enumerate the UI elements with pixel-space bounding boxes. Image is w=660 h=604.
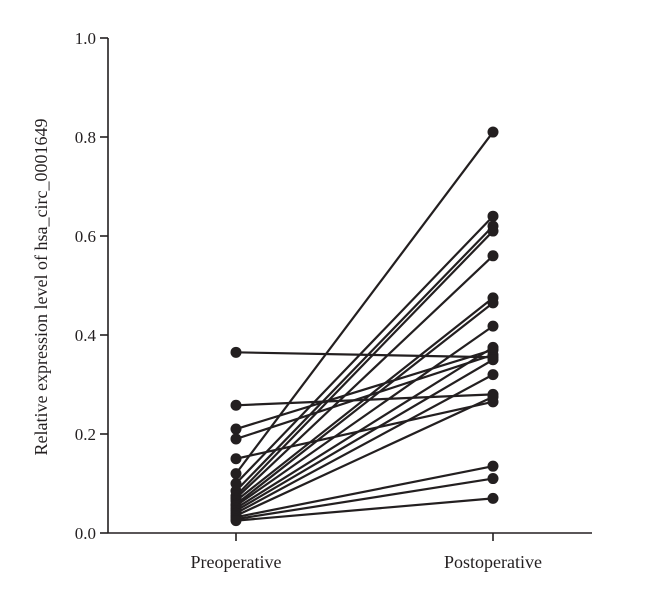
series-line — [235, 215, 494, 485]
x-category-label: Preoperative — [191, 552, 282, 572]
series-line — [235, 497, 494, 522]
y-axis-title: Relative expression level of hsa_circ_00… — [31, 119, 51, 456]
preoperative-point — [230, 453, 242, 465]
series-line — [235, 477, 494, 521]
series-line — [235, 301, 494, 506]
postoperative-point — [487, 460, 499, 472]
series-line — [235, 353, 494, 440]
postoperative-point — [487, 369, 499, 381]
postoperative-point — [487, 225, 499, 237]
axes — [107, 38, 592, 541]
postoperative-point — [487, 250, 499, 262]
series-line — [235, 255, 494, 500]
preoperative-point — [230, 515, 242, 527]
series-line — [235, 465, 494, 519]
series-line — [235, 225, 494, 492]
data-points — [230, 126, 499, 527]
postoperative-point — [487, 473, 499, 485]
x-category-label: Postoperative — [444, 552, 542, 572]
series-line — [235, 297, 494, 502]
postoperative-point — [487, 210, 499, 222]
postoperative-point — [487, 354, 499, 366]
y-tick-label: 0.6 — [75, 227, 96, 246]
preoperative-point — [230, 433, 242, 445]
postoperative-point — [487, 391, 499, 403]
series-line — [235, 358, 494, 512]
y-tick-label: 0.4 — [75, 326, 97, 345]
series-line — [235, 131, 494, 475]
series-line — [235, 395, 494, 517]
y-tick-label: 1.0 — [75, 29, 96, 48]
preoperative-point — [230, 399, 242, 411]
x-category-labels: Preoperative Postoperative — [191, 552, 542, 572]
postoperative-point — [487, 341, 499, 353]
series-line — [235, 325, 494, 507]
series-line — [235, 373, 494, 515]
y-tick-label: 0.2 — [75, 425, 96, 444]
series-lines — [235, 131, 494, 522]
preoperative-point — [230, 423, 242, 435]
y-tick-label: 0.8 — [75, 128, 96, 147]
postoperative-point — [487, 297, 499, 309]
y-ticks: 0.0 0.2 0.4 0.6 0.8 1.0 — [75, 29, 108, 543]
preoperative-point — [230, 346, 242, 358]
preoperative-point — [230, 468, 242, 480]
y-tick-label: 0.0 — [75, 524, 96, 543]
postoperative-point — [487, 320, 499, 332]
series-line — [235, 400, 494, 460]
series-line — [235, 346, 494, 510]
postoperative-point — [487, 492, 499, 504]
series-line — [235, 230, 494, 497]
postoperative-point — [487, 126, 499, 138]
